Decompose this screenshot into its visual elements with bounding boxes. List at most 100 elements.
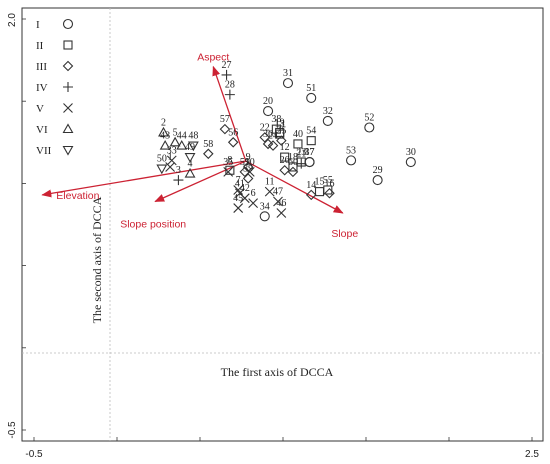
sample-label-17: 17 xyxy=(305,147,315,158)
sample-point-54 xyxy=(306,136,316,146)
sample-label-11: 11 xyxy=(265,177,275,188)
sample-point-58 xyxy=(203,148,214,160)
sample-label-37: 37 xyxy=(305,147,315,158)
sample-point-53 xyxy=(346,155,357,166)
legend-label: III xyxy=(36,61,47,73)
sample-label-13: 13 xyxy=(275,119,285,130)
sample-label-29: 29 xyxy=(373,165,383,176)
sample-label-60: 60 xyxy=(288,157,298,168)
sample-point-28 xyxy=(224,89,235,100)
sample-point-33 xyxy=(166,155,177,166)
sample-label-24: 24 xyxy=(268,131,278,142)
sample-label-28: 28 xyxy=(225,80,235,91)
sample-point-46 xyxy=(276,208,287,218)
sample-label-42: 42 xyxy=(240,183,250,194)
sample-label-49: 49 xyxy=(185,142,195,153)
sample-label-53: 53 xyxy=(346,145,356,156)
legend-label: IV xyxy=(36,82,48,94)
sample-label-33: 33 xyxy=(167,145,177,156)
legend-marker-diamond xyxy=(62,60,74,72)
environmental-vectors: Aspect Elevation Slope position Slope xyxy=(41,52,358,240)
sample-label-12: 12 xyxy=(280,142,290,153)
sample-point-15 xyxy=(314,187,325,197)
sample-point-21 xyxy=(296,158,307,169)
sample-point-22 xyxy=(259,132,271,143)
sample-point-49 xyxy=(184,153,196,163)
sample-label-38: 38 xyxy=(271,114,281,125)
sample-point-29 xyxy=(372,175,383,186)
vector-elevation-arrow xyxy=(41,160,246,198)
sample-point-38 xyxy=(271,124,281,134)
sample-point-43 xyxy=(159,139,171,150)
sample-point-34 xyxy=(259,211,270,222)
sample-label-35: 35 xyxy=(223,157,233,168)
sample-point-27 xyxy=(221,69,232,80)
sample-point-19 xyxy=(275,127,285,137)
sample-label-5: 5 xyxy=(173,127,178,138)
axis-ticks xyxy=(22,18,533,441)
sample-point-20 xyxy=(263,106,274,117)
sample-point-55 xyxy=(323,185,333,195)
sample-point-57 xyxy=(219,123,231,135)
legend-label: II xyxy=(36,40,44,52)
sample-label-16: 16 xyxy=(324,178,334,189)
sample-label-7: 7 xyxy=(236,175,241,186)
legend-marker-plus xyxy=(63,82,73,92)
sample-label-14: 14 xyxy=(306,180,316,191)
sample-label-3: 3 xyxy=(176,165,181,176)
sample-point-47 xyxy=(273,196,283,207)
sample-label-8: 8 xyxy=(227,155,232,166)
sample-point-35 xyxy=(223,167,234,177)
sample-point-31 xyxy=(282,78,294,89)
sample-label-34: 34 xyxy=(260,201,270,212)
sample-label-25: 25 xyxy=(276,126,286,137)
vector-aspect-label: Aspect xyxy=(197,52,229,64)
sample-label-44: 44 xyxy=(177,131,187,142)
legend-label: VI xyxy=(36,124,48,136)
sample-label-27: 27 xyxy=(222,60,232,71)
sample-point-1 xyxy=(165,162,176,172)
sample-point-40 xyxy=(293,139,303,149)
sample-point-51 xyxy=(306,92,317,103)
legend-label: I xyxy=(36,19,40,31)
sample-point-39 xyxy=(242,173,254,184)
sample-label-41: 41 xyxy=(235,178,245,189)
sample-point-3 xyxy=(173,175,184,186)
legend-marker-circle xyxy=(62,18,74,30)
x-tick-label-max: 2.5 xyxy=(525,449,539,460)
sample-label-45: 45 xyxy=(233,193,243,204)
sample-point-5 xyxy=(169,136,181,147)
sample-point-12 xyxy=(280,152,290,162)
vector-slope-position-label: Slope position xyxy=(120,218,186,230)
sample-label-52: 52 xyxy=(364,113,374,124)
sample-label-56: 56 xyxy=(228,127,238,138)
sample-label-21: 21 xyxy=(296,149,306,160)
sample-point-44 xyxy=(176,139,188,150)
sample-label-9: 9 xyxy=(246,152,251,163)
sample-point-37 xyxy=(304,156,315,168)
y-axis-title: The second axis of DCCA xyxy=(90,196,104,323)
x-tick-label-min: -0.5 xyxy=(25,449,43,460)
sample-point-56 xyxy=(227,137,239,148)
sample-label-50: 50 xyxy=(157,154,167,165)
sample-label-20: 20 xyxy=(263,96,273,107)
sample-label-26: 26 xyxy=(280,155,290,166)
sample-label-30: 30 xyxy=(406,147,416,158)
sample-label-57: 57 xyxy=(220,114,230,125)
sample-label-39: 39 xyxy=(243,163,253,174)
sample-label-48: 48 xyxy=(188,131,198,142)
sample-point-42 xyxy=(239,193,250,204)
sample-label-1: 1 xyxy=(168,152,173,163)
sample-point-18 xyxy=(288,162,298,172)
sample-label-54: 54 xyxy=(306,126,316,137)
x-axis-title: The first axis of DCCA xyxy=(221,365,334,379)
sample-label-43: 43 xyxy=(160,131,170,142)
sample-label-15: 15 xyxy=(315,177,325,188)
vector-slope-arrow xyxy=(245,160,344,214)
sample-point-11 xyxy=(264,186,275,197)
legend-marker-square xyxy=(63,40,73,50)
sample-label-55: 55 xyxy=(323,175,333,186)
